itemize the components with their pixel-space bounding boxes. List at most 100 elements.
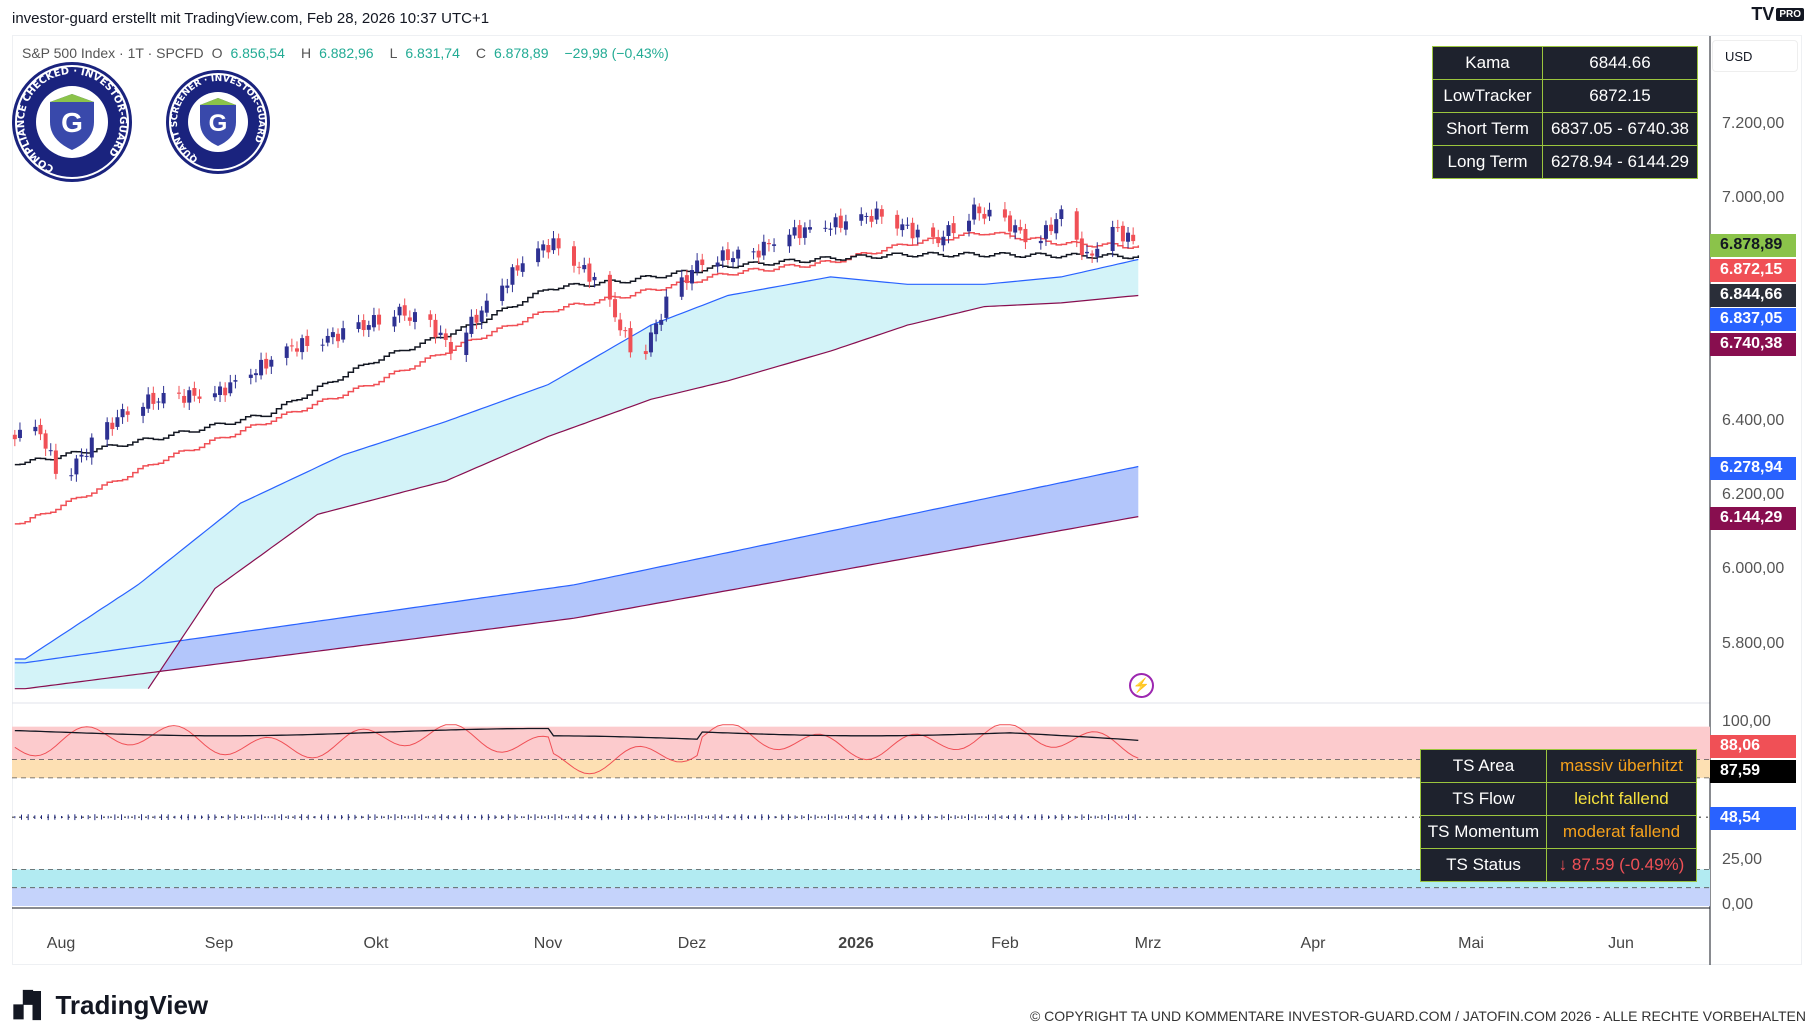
candle-body: [105, 422, 110, 440]
price-tick: 5.800,00: [1722, 635, 1785, 652]
ts-signal-line: [14, 727, 1139, 742]
candle-body: [874, 208, 879, 220]
currency-button[interactable]: USD: [1712, 40, 1798, 72]
candle-body: [556, 238, 561, 249]
candle-body: [120, 409, 125, 418]
candle-body: [1126, 232, 1131, 242]
ind-tick: 25,00: [1722, 851, 1763, 868]
candle-body: [946, 225, 951, 236]
low-label: L: [389, 45, 398, 61]
candle-body: [146, 394, 151, 409]
candle-body: [289, 345, 294, 347]
candle-body: [443, 333, 448, 340]
candle-body: [510, 267, 515, 285]
candle-body: [84, 455, 89, 457]
ind-tick: 0,00: [1722, 896, 1754, 913]
candle-body: [987, 209, 992, 217]
levels-table: Kama 6844.66 LowTracker 6872.15 Short Term…: [1432, 46, 1698, 179]
candle-body: [915, 229, 920, 238]
candle-body: [469, 316, 474, 334]
candle-body: [1054, 219, 1059, 234]
cold-zone: [12, 887, 1710, 906]
candle-body: [572, 246, 576, 266]
lowtracker-label: LowTracker: [1432, 79, 1543, 113]
candle-body: [613, 299, 618, 318]
candle-body: [43, 433, 48, 449]
candle-body: [407, 317, 412, 321]
candle-body: [197, 396, 202, 399]
candle-body: [577, 266, 582, 268]
time-tick: Mai: [1458, 935, 1484, 952]
candle-body: [464, 332, 469, 356]
candle-body: [1049, 224, 1054, 232]
short-term-value: 6837.05 - 6740.38: [1542, 112, 1698, 146]
candle-body: [176, 392, 181, 394]
candle-body: [284, 346, 289, 358]
candle-body: [843, 221, 848, 230]
long-upper-price-label: 6.278,94: [1710, 457, 1796, 480]
time-tick: Jun: [1608, 935, 1634, 952]
candle-body: [48, 450, 53, 452]
candle-body: [115, 417, 120, 427]
candle-body: [1008, 215, 1013, 232]
candle-body: [623, 330, 628, 332]
candle-body: [448, 341, 453, 354]
candle-body: [766, 243, 771, 245]
table-row: TS Momentum moderat fallend: [1420, 815, 1697, 849]
candle-body: [664, 296, 669, 318]
lightning-icon[interactable]: ⚡: [1129, 673, 1154, 698]
time-tick: 2026: [838, 935, 874, 952]
time-tick: Okt: [363, 935, 389, 952]
tradingview-logo[interactable]: ▞▌ TradingView: [14, 990, 209, 1020]
candle-body: [587, 263, 592, 282]
candle-body: [520, 263, 525, 272]
ts-momentum-value: moderat fallend: [1546, 815, 1697, 849]
short-term-label: Short Term: [1432, 112, 1543, 146]
candle-body: [371, 315, 376, 328]
lowtracker-price-label: 6.872,15: [1710, 259, 1796, 282]
long-upper-line: [14, 465, 1139, 664]
candle-body: [720, 250, 725, 261]
candle-body: [336, 333, 341, 342]
candle-body: [1079, 238, 1084, 255]
candle-body: [869, 215, 874, 222]
quant-screener-badge-icon: G QUANT SCREENER · INVESTOR-GUARD: [166, 70, 270, 174]
candle-body: [977, 206, 982, 214]
candle-body: [910, 222, 915, 239]
tradingview-pro-logo: TV PRO: [1751, 4, 1804, 25]
candle-body: [689, 270, 694, 284]
time-tick: Dez: [677, 935, 707, 952]
close-label: C: [475, 45, 486, 61]
candle-body: [361, 320, 366, 331]
candle-body: [1085, 251, 1089, 254]
candle-body: [546, 245, 551, 253]
short-lower-price-label: 6.740,38: [1710, 333, 1796, 356]
candle-body: [648, 332, 653, 353]
candle-body: [833, 217, 838, 228]
candle-body: [1059, 209, 1064, 220]
candle-body: [402, 305, 407, 316]
candle-body: [151, 392, 156, 404]
candle-body: [951, 223, 956, 234]
table-row: TS Flow leicht fallend: [1420, 782, 1697, 816]
candle-body: [377, 314, 382, 325]
candle-body: [772, 244, 777, 246]
lowtracker-line: [14, 231, 1140, 525]
candle-body: [618, 319, 623, 331]
candle-body: [438, 332, 443, 336]
cool-zone: [12, 869, 1710, 888]
candle-body: [233, 380, 238, 382]
ts-status-table: TS Area massiv überhitzt TS Flow leicht fa…: [1420, 749, 1697, 882]
candle-body: [305, 335, 310, 346]
short-term-band: [14, 259, 1139, 689]
candle-body: [264, 358, 269, 369]
table-row: TS Status ↓ 87.59 (-0.49%): [1420, 848, 1697, 882]
symbol-label[interactable]: S&P 500 Index · 1T · SPCFD: [22, 45, 204, 61]
table-row: Long Term 6278.94 - 6144.29: [1432, 145, 1698, 179]
candle-body: [536, 248, 541, 263]
candle-body: [125, 411, 130, 415]
candle-body: [218, 386, 223, 395]
candle-body: [802, 227, 807, 238]
warm-zone: [12, 759, 1710, 778]
